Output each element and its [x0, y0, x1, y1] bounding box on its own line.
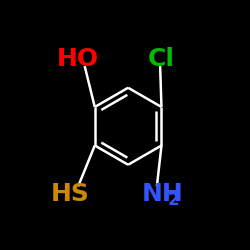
Text: 2: 2 [168, 191, 179, 209]
Text: NH: NH [142, 182, 183, 206]
Text: HO: HO [57, 47, 99, 71]
Text: Cl: Cl [148, 47, 174, 71]
Text: HS: HS [51, 182, 90, 206]
